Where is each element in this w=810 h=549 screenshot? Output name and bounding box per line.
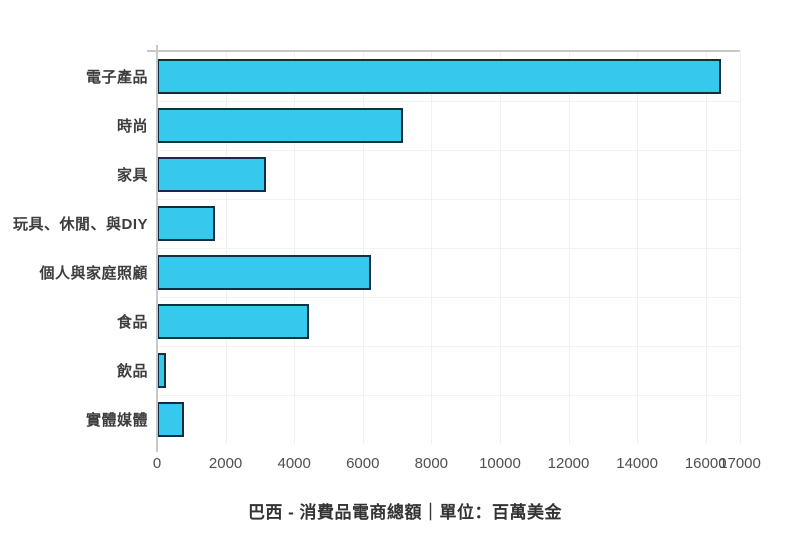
y-axis-label: 食品 <box>116 314 148 331</box>
x-tick-label: 6000 <box>346 455 380 472</box>
chart-title: 巴西 - 消費品電商總額｜單位：百萬美金 <box>247 503 563 522</box>
horizontal-gridline <box>157 297 740 298</box>
bar-2[interactable] <box>157 108 403 143</box>
y-axis-label: 玩具、休閒、與DIY <box>12 216 148 233</box>
vertical-gridline <box>740 52 741 444</box>
bar-8[interactable] <box>157 402 185 437</box>
bar-3[interactable] <box>157 157 266 192</box>
horizontal-gridline <box>157 199 740 200</box>
x-tick-label: 2000 <box>208 455 243 472</box>
y-axis-label: 時尚 <box>116 118 148 135</box>
y-axis-label: 個人與家庭照顧 <box>39 265 148 282</box>
bar-5[interactable] <box>157 255 372 290</box>
bar-1[interactable] <box>157 59 722 94</box>
x-tick-label: 12000 <box>547 455 590 472</box>
bar-4[interactable] <box>157 206 215 241</box>
x-tick-label: 10000 <box>479 455 521 472</box>
horizontal-gridline <box>157 150 740 151</box>
x-tick-label: 16000 <box>684 455 727 472</box>
y-axis-label: 飲品 <box>116 363 148 380</box>
x-tick-label: 8000 <box>414 455 449 472</box>
y-axis-labels: 電子產品時尚家具玩具、休閒、與DIY 個人與家庭照顧食品飲品實體媒體 <box>0 52 148 444</box>
x-tick-label: 4000 <box>277 455 311 472</box>
x-axis-tick-labels: 0 2000 4000 6000 8000 10000 12000 14000 16000 170… <box>153 455 761 475</box>
plot-area <box>157 52 741 444</box>
plot-top-border <box>147 50 740 52</box>
y-axis-label: 家具 <box>116 167 148 184</box>
y-axis-label: 電子產品 <box>85 69 148 86</box>
x-tick-label: 17000 <box>719 455 761 472</box>
x-tick-label: 0 <box>152 455 162 472</box>
horizontal-gridline <box>157 101 740 102</box>
y-axis-label: 實體媒體 <box>85 412 148 429</box>
horizontal-gridline <box>157 395 740 396</box>
bar-7[interactable] <box>157 353 166 388</box>
y-axis-line <box>156 45 158 452</box>
horizontal-gridline <box>157 248 740 249</box>
bar-6[interactable] <box>157 304 310 339</box>
x-tick-label: 14000 <box>616 455 658 472</box>
horizontal-gridline <box>157 346 740 347</box>
